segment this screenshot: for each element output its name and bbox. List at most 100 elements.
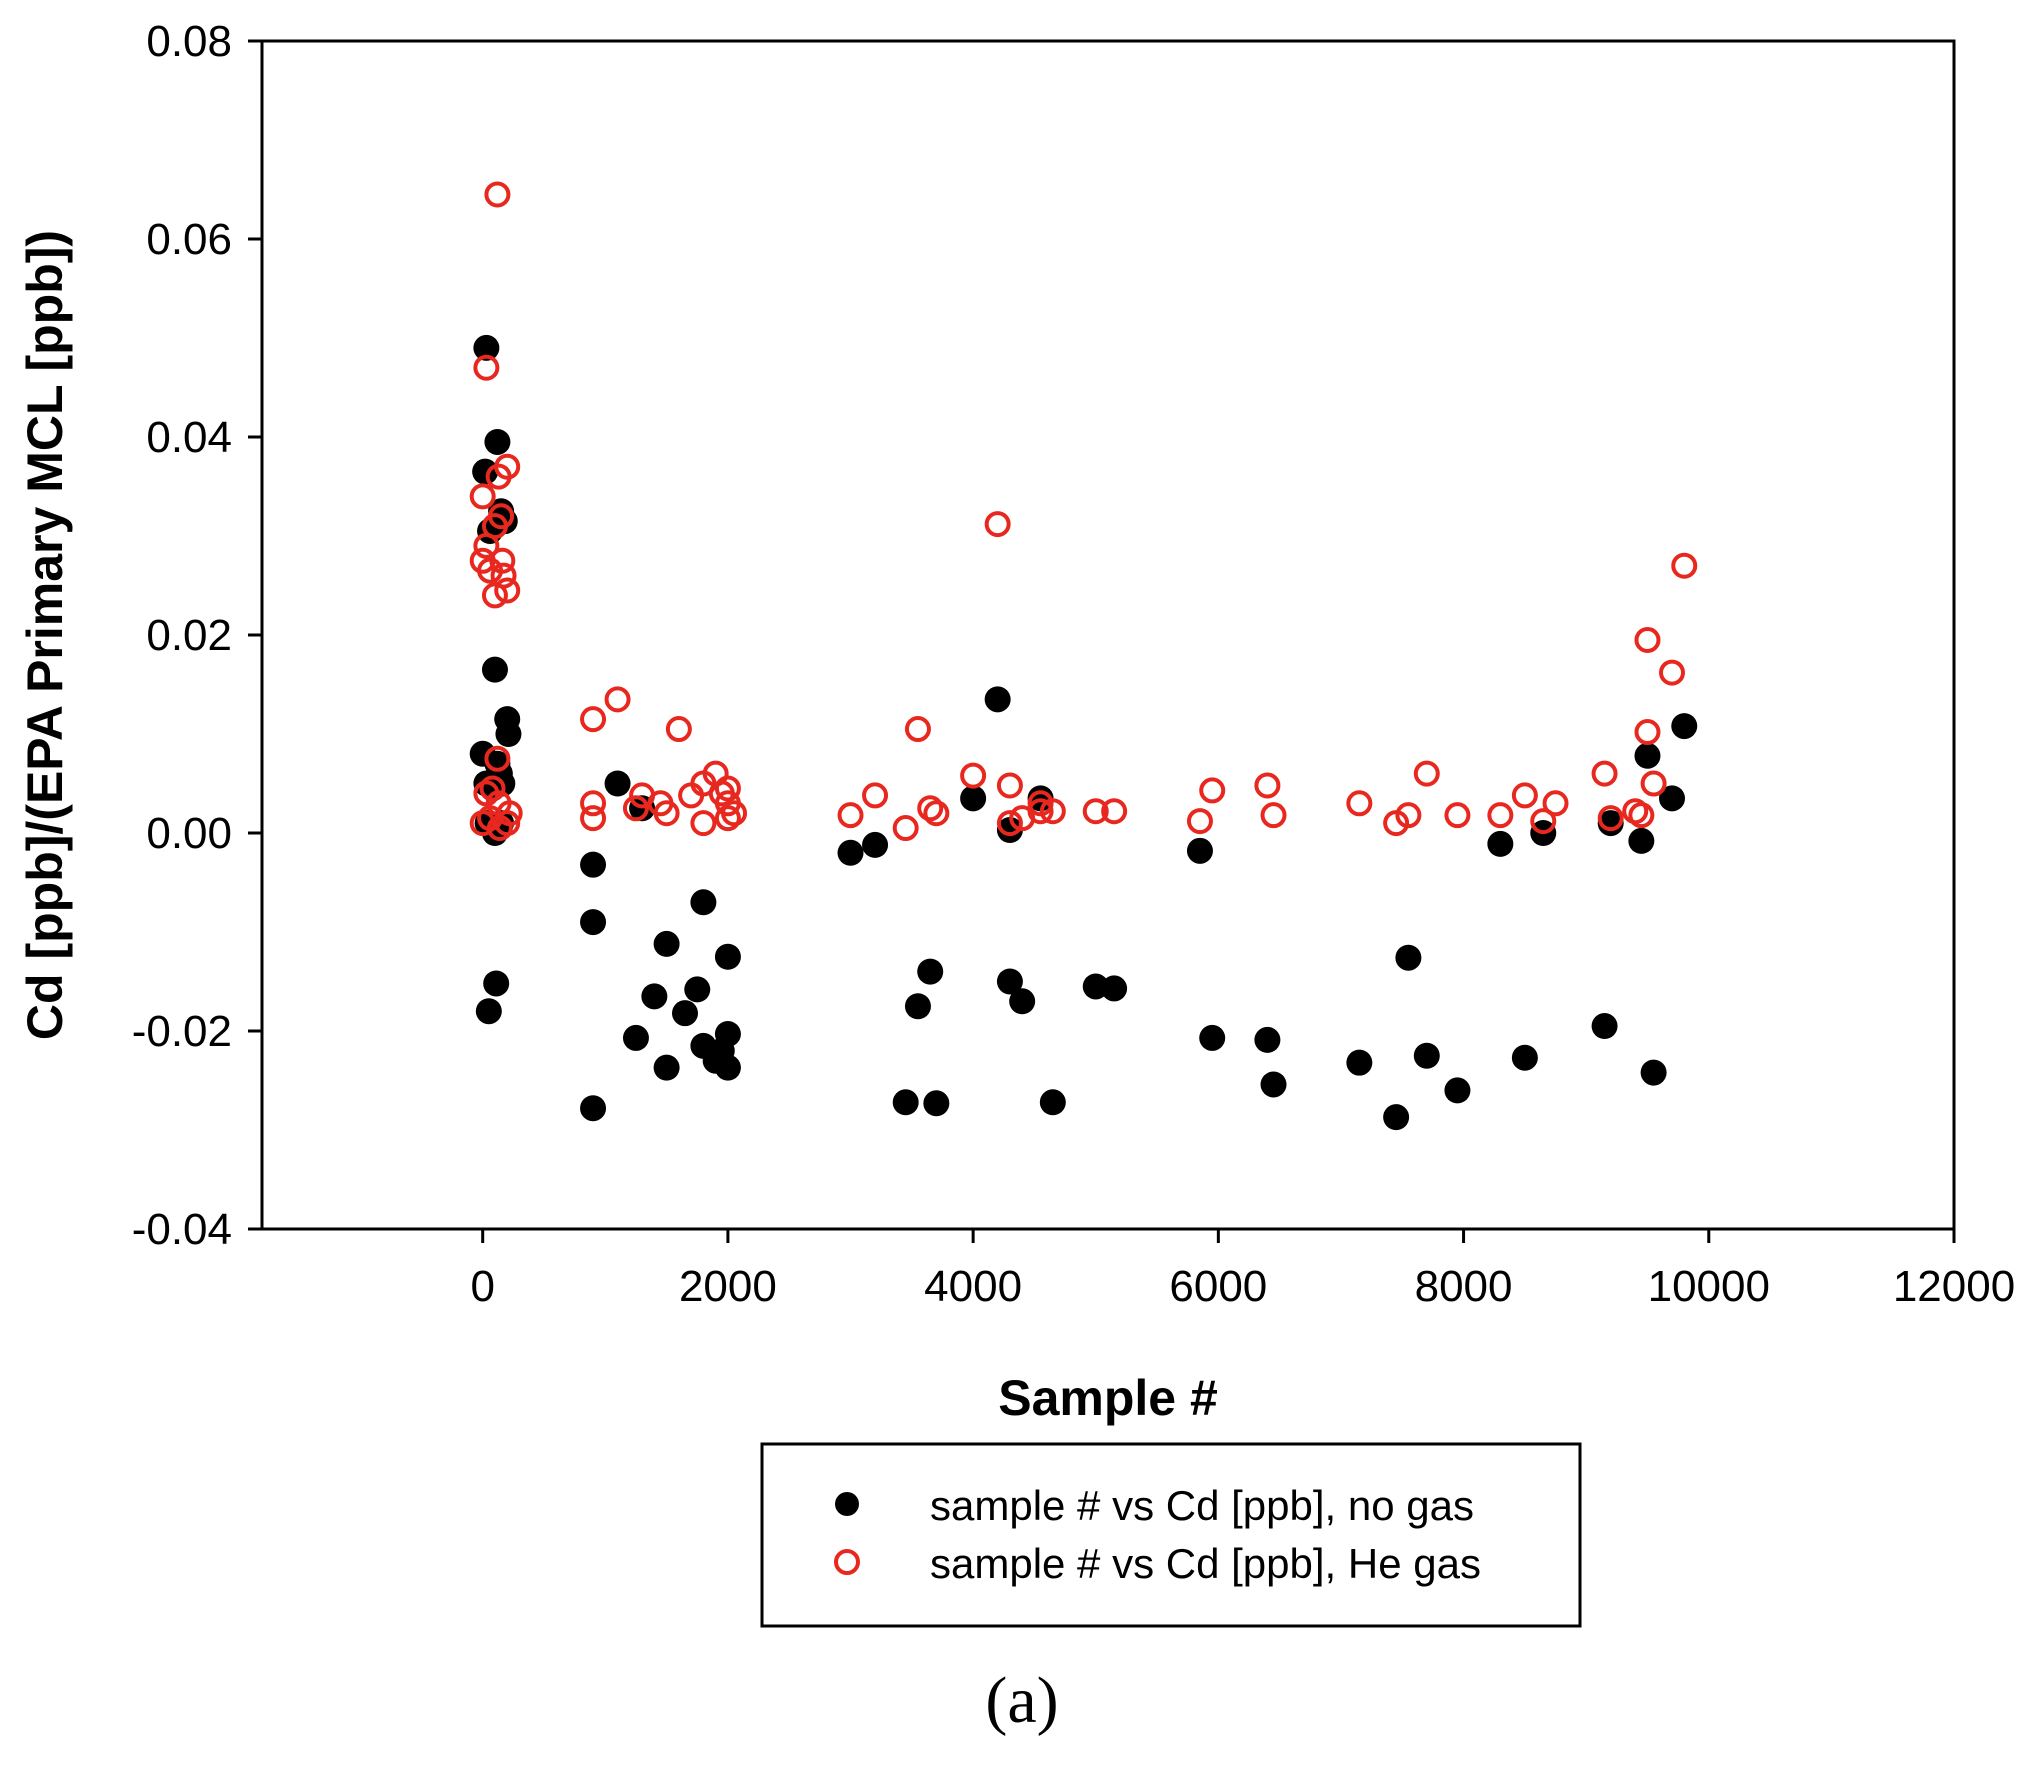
data-point-he-gas (1530, 808, 1557, 835)
data-point-he-gas (1039, 798, 1066, 825)
data-point-he-gas (1628, 802, 1655, 829)
data-point-no-gas (837, 839, 864, 866)
data-point-he-gas (960, 762, 987, 789)
data-point-no-gas (1640, 1059, 1667, 1086)
data-point-he-gas (1082, 798, 1109, 825)
x-tick-label: 4000 (924, 1262, 1022, 1311)
legend: sample # vs Cd [ppb], no gas sample # vs… (760, 1442, 1582, 1628)
y-tick-label: -0.02 (132, 1007, 232, 1056)
x-tick-label: 8000 (1415, 1262, 1513, 1311)
data-point-no-gas (684, 976, 711, 1003)
plot-area-frame (260, 39, 1956, 1231)
y-tick-label: -0.04 (132, 1205, 232, 1254)
y-axis-title: Cd [ppb]/(EPA Primary MCL [ppb]) (17, 230, 73, 1040)
y-tick-label: 0.00 (146, 809, 232, 858)
data-point-no-gas (960, 785, 987, 812)
data-point-no-gas (1444, 1077, 1471, 1104)
data-point-he-gas (489, 547, 516, 574)
data-point-he-gas (892, 815, 919, 842)
data-point-no-gas (714, 1020, 741, 1047)
data-point-he-gas (1186, 808, 1213, 835)
data-point-he-gas (904, 716, 931, 743)
y-tick-label: 0.06 (146, 215, 232, 264)
y-axis: -0.04 -0.02 0.00 0.02 0.04 0.06 0.08 (132, 17, 262, 1254)
data-point-he-gas (1199, 777, 1226, 804)
data-point-no-gas (892, 1089, 919, 1116)
y-tick-label: 0.08 (146, 17, 232, 66)
data-point-no-gas (604, 770, 631, 797)
data-point-he-gas (1254, 772, 1281, 799)
legend-box (760, 1442, 1582, 1628)
data-point-no-gas (472, 458, 499, 485)
panel-label: (a) (985, 1664, 1058, 1737)
data-point-he-gas (484, 181, 511, 208)
data-point-he-gas (1511, 782, 1538, 809)
data-point-he-gas (1395, 802, 1422, 829)
data-point-he-gas (604, 686, 631, 713)
data-point-no-gas (653, 930, 680, 957)
series-layer (469, 181, 1698, 1131)
x-tick-label: 6000 (1169, 1262, 1267, 1311)
data-point-he-gas (485, 463, 512, 490)
legend-label-he-gas: sample # vs Cd [ppb], He gas (930, 1540, 1481, 1587)
data-point-he-gas (481, 582, 508, 609)
data-point-no-gas (862, 831, 889, 858)
data-point-he-gas (665, 716, 692, 743)
data-point-he-gas (917, 795, 944, 822)
data-point-he-gas (484, 745, 511, 772)
data-point-he-gas (473, 354, 500, 381)
data-point-no-gas (641, 983, 668, 1010)
data-point-no-gas (1671, 713, 1698, 740)
data-point-he-gas (721, 800, 748, 827)
data-point-he-gas (1634, 626, 1661, 653)
data-point-he-gas (1027, 798, 1054, 825)
data-point-he-gas (714, 775, 741, 802)
data-point-no-gas (917, 958, 944, 985)
data-point-he-gas (837, 802, 864, 829)
data-point-he-gas (479, 775, 506, 802)
series-no-gas (469, 334, 1698, 1131)
x-tick-label: 10000 (1648, 1262, 1770, 1311)
data-point-he-gas (984, 511, 1011, 538)
data-point-no-gas (1009, 988, 1036, 1015)
data-point-no-gas (1101, 975, 1128, 1002)
data-point-he-gas (1542, 790, 1569, 817)
data-point-he-gas (494, 810, 521, 837)
x-tick-label: 0 (470, 1262, 494, 1311)
data-point-no-gas (622, 1024, 649, 1051)
y-tick-label: 0.02 (146, 611, 232, 660)
data-point-no-gas (996, 968, 1023, 995)
data-point-no-gas (1260, 1071, 1287, 1098)
legend-marker-no-gas (835, 1492, 859, 1516)
data-point-no-gas (1199, 1024, 1226, 1051)
data-point-he-gas (1597, 805, 1624, 832)
data-point-he-gas (923, 800, 950, 827)
data-point-no-gas (714, 1054, 741, 1081)
data-point-he-gas (1591, 760, 1618, 787)
data-point-he-gas (996, 772, 1023, 799)
data-point-no-gas (996, 817, 1023, 844)
legend-label-no-gas: sample # vs Cd [ppb], no gas (930, 1482, 1474, 1529)
x-tick-label: 2000 (679, 1262, 777, 1311)
data-point-no-gas (1186, 837, 1213, 864)
data-point-he-gas (714, 805, 741, 832)
data-point-no-gas (1597, 810, 1624, 837)
data-point-he-gas (1346, 790, 1373, 817)
series-he-gas (469, 181, 1698, 842)
data-point-no-gas (580, 851, 607, 878)
data-point-no-gas (714, 943, 741, 970)
data-point-no-gas (580, 909, 607, 936)
data-point-he-gas (580, 706, 607, 733)
data-point-no-gas (1346, 1049, 1373, 1076)
data-point-he-gas (653, 800, 680, 827)
data-point-he-gas (1444, 802, 1471, 829)
data-point-no-gas (984, 686, 1011, 713)
data-point-no-gas (1659, 785, 1685, 812)
x-axis-title: Sample # (998, 1370, 1218, 1426)
data-point-no-gas (1254, 1026, 1281, 1053)
data-point-he-gas (1101, 798, 1128, 825)
data-point-he-gas (469, 810, 496, 837)
data-point-no-gas (1383, 1104, 1410, 1131)
